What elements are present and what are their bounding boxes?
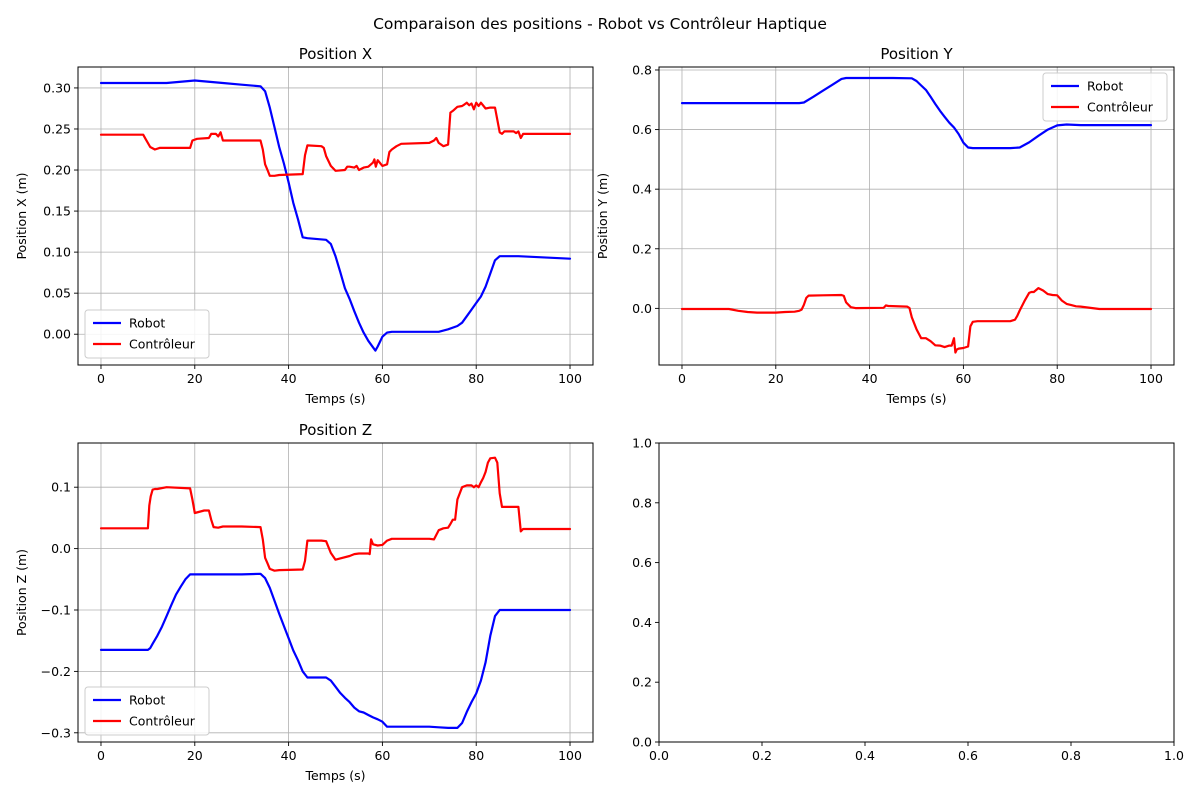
y-tick-label: 0.8 bbox=[632, 62, 652, 77]
x-tick-label: 0.4 bbox=[855, 748, 875, 763]
x-tick-label: 60 bbox=[955, 371, 971, 386]
axes-frame bbox=[77, 442, 594, 743]
x-tick-label: 80 bbox=[468, 371, 484, 386]
series-line-robot bbox=[99, 572, 572, 730]
legend: Robot Contrôleur bbox=[84, 309, 210, 359]
y-axis-label: Position Z (m) bbox=[14, 549, 29, 636]
x-axis-label: Temps (s) bbox=[885, 391, 946, 406]
x-tick-label: 100 bbox=[558, 371, 582, 386]
series-line-robot bbox=[99, 79, 572, 352]
y-tick-label: 0.0 bbox=[632, 301, 652, 316]
legend-label: Robot bbox=[129, 693, 165, 708]
x-tick-label: 0 bbox=[97, 371, 105, 386]
y-tick-label: 0.0 bbox=[632, 735, 652, 750]
axes-frame bbox=[77, 66, 594, 366]
y-tick-label: 0.30 bbox=[43, 80, 71, 95]
y-tick-label: 1.0 bbox=[632, 436, 652, 451]
x-tick-label: 0.0 bbox=[649, 748, 669, 763]
x-tick-label: 40 bbox=[862, 371, 878, 386]
x-tick-label: 0.2 bbox=[752, 748, 772, 763]
y-tick-label: 0.10 bbox=[43, 245, 71, 260]
y-tick-label: −0.1 bbox=[41, 602, 71, 617]
x-tick-label: 60 bbox=[374, 748, 390, 763]
y-tick-label: 0.0 bbox=[51, 541, 71, 556]
y-tick-label: 0.2 bbox=[632, 675, 652, 690]
x-tick-label: 100 bbox=[558, 748, 582, 763]
y-axis-label: Position Y (m) bbox=[595, 173, 610, 259]
y-tick-label: 0.00 bbox=[43, 327, 71, 342]
charts-layer: 0 20 40 60 80 1000.000.050.100.150.200.250.30… bbox=[14, 45, 1184, 783]
chart-z: 0 20 40 60 80 100 −0.3 −0.2 −0.1 0.0 0.1 Position Z… bbox=[14, 421, 594, 783]
series-line-controleur bbox=[99, 101, 572, 177]
x-tick-label: 0.8 bbox=[1061, 748, 1081, 763]
x-tick-label: 0 bbox=[97, 748, 105, 763]
x-tick-label: 40 bbox=[281, 371, 297, 386]
y-tick-label: 0.4 bbox=[632, 615, 652, 630]
chart-title: Position Z bbox=[299, 421, 372, 439]
chart-title: Position X bbox=[299, 45, 372, 63]
chart-y: 0 20 40 60 80 100 0.0 0.2 0.4 0.6 0.8 Position Y Tem… bbox=[595, 45, 1175, 406]
x-tick-label: 60 bbox=[374, 371, 390, 386]
x-tick-label: 1.0 bbox=[1164, 748, 1184, 763]
x-axis-label: Temps (s) bbox=[304, 391, 365, 406]
y-tick-label: 0.1 bbox=[51, 480, 71, 495]
y-tick-label: −0.3 bbox=[41, 725, 71, 740]
y-tick-label: 0.4 bbox=[632, 182, 652, 197]
series-line-robot bbox=[680, 76, 1153, 150]
y-tick-label: 0.6 bbox=[632, 555, 652, 570]
legend: Robot Contrôleur bbox=[1042, 72, 1168, 122]
legend-label: Contrôleur bbox=[1087, 100, 1154, 115]
axes-frame bbox=[658, 66, 1175, 366]
legend-label: Robot bbox=[1087, 79, 1123, 94]
chart-empty: 0.0 0.2 0.4 0.6 0.8 1.0 0.0 0.2 0.4 0.6 0.8 1.0 bbox=[632, 436, 1184, 764]
legend-label: Contrôleur bbox=[129, 714, 196, 729]
x-tick-label: 0 bbox=[678, 371, 686, 386]
series-line-controleur bbox=[680, 287, 1153, 354]
y-tick-label: −0.2 bbox=[41, 664, 71, 679]
x-tick-label: 80 bbox=[1049, 371, 1065, 386]
chart-x: 0 20 40 60 80 100 0.00 0.05 0.10 0.15 0.20 0.25 0.30… bbox=[14, 45, 594, 406]
legend-label: Robot bbox=[129, 316, 165, 331]
x-axis-label: Temps (s) bbox=[304, 768, 365, 783]
y-tick-label: 0.15 bbox=[43, 204, 71, 219]
series-line-controleur bbox=[99, 456, 572, 572]
y-tick-label: 0.6 bbox=[632, 122, 652, 137]
legend: Robot Contrôleur bbox=[84, 686, 210, 736]
figure-suptitle: Comparaison des positions - Robot vs Con… bbox=[373, 15, 827, 33]
y-tick-label: 0.25 bbox=[43, 121, 71, 136]
chart-title: Position Y bbox=[880, 45, 953, 63]
y-axis-label: Position X (m) bbox=[14, 172, 29, 259]
y-tick-label: 0.8 bbox=[632, 495, 652, 510]
y-tick-label: 0.2 bbox=[632, 241, 652, 256]
axes-frame bbox=[658, 442, 1175, 743]
x-tick-label: 20 bbox=[768, 371, 784, 386]
x-tick-label: 20 bbox=[187, 371, 203, 386]
y-tick-label: 0.05 bbox=[43, 286, 71, 301]
x-tick-label: 100 bbox=[1139, 371, 1163, 386]
x-tick-label: 20 bbox=[187, 748, 203, 763]
x-tick-label: 80 bbox=[468, 748, 484, 763]
y-tick-label: 0.20 bbox=[43, 163, 71, 178]
x-tick-label: 40 bbox=[281, 748, 297, 763]
legend-label: Contrôleur bbox=[129, 337, 196, 352]
x-tick-label: 0.6 bbox=[958, 748, 978, 763]
